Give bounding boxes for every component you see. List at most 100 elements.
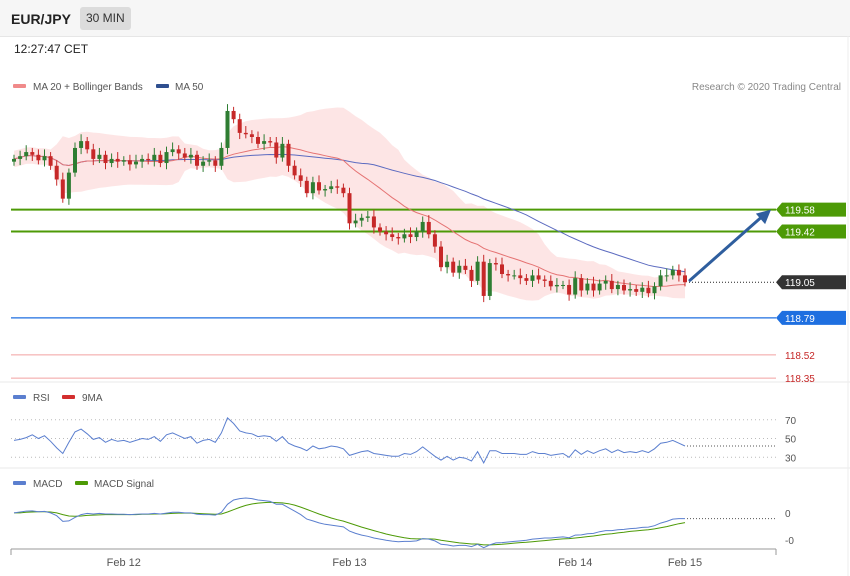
candle-body	[609, 280, 614, 290]
candle-body	[603, 280, 608, 284]
candle	[310, 176, 315, 200]
candle	[323, 184, 328, 197]
candle-body	[359, 217, 364, 221]
rsi-legend-swatch	[13, 395, 26, 399]
candle	[451, 257, 456, 277]
candle-body	[109, 158, 114, 164]
candle-body	[146, 158, 151, 161]
candle-body	[683, 275, 687, 283]
candle	[195, 150, 199, 170]
candle-body	[402, 234, 407, 239]
candle	[103, 150, 108, 170]
candle	[658, 269, 663, 291]
candle-body	[378, 227, 382, 232]
support-3-label: 118.35	[785, 374, 815, 385]
candle-body	[182, 153, 187, 158]
candle-body	[408, 234, 413, 238]
candle-body	[542, 279, 547, 281]
candle-body	[664, 275, 669, 277]
candle-body	[152, 154, 157, 161]
macd-signal-legend-swatch	[75, 481, 88, 485]
candle-body	[573, 278, 578, 295]
candle	[280, 136, 285, 162]
rsi-level-label: 30	[785, 453, 797, 464]
candle	[676, 264, 681, 282]
candle-body	[79, 141, 84, 148]
candle	[188, 147, 193, 164]
candle-body	[298, 175, 303, 181]
macd-signal-legend-label: MACD Signal	[94, 479, 154, 490]
candle	[207, 153, 212, 166]
rsi-panel: 70 50 30	[11, 416, 797, 464]
resistance-1-tag	[776, 224, 846, 239]
candle-body	[85, 141, 90, 150]
candle	[18, 150, 23, 166]
candle	[597, 279, 602, 295]
candle	[237, 113, 242, 140]
candle	[542, 275, 547, 288]
x-tick-label: Feb 13	[332, 557, 366, 569]
candle	[85, 136, 90, 154]
candle-body	[365, 216, 370, 218]
candle-body	[231, 110, 236, 120]
candle-body	[652, 286, 657, 294]
candle-body	[469, 269, 474, 281]
candle	[475, 256, 480, 285]
candle-body	[451, 261, 456, 273]
candle	[91, 143, 96, 166]
candle	[268, 136, 273, 147]
candle	[445, 254, 450, 274]
candle-body	[268, 141, 273, 143]
candle	[487, 258, 492, 301]
candle	[249, 130, 254, 144]
candle-body	[12, 158, 16, 162]
candle	[231, 106, 236, 124]
candle	[414, 227, 419, 242]
candle-body	[164, 152, 169, 164]
candle-body	[310, 182, 315, 194]
candle	[585, 278, 590, 295]
candle	[335, 179, 340, 194]
candle-body	[207, 160, 212, 162]
candle-body	[201, 161, 206, 166]
candle-body	[414, 231, 419, 238]
candle-body	[658, 275, 663, 287]
candle	[152, 147, 157, 167]
candle-body	[426, 221, 431, 235]
candle-body	[463, 265, 468, 270]
candle-body	[286, 143, 291, 166]
candle	[286, 139, 291, 172]
candle-body	[176, 149, 181, 154]
candle	[219, 142, 224, 170]
candle	[664, 268, 669, 282]
candle	[365, 210, 370, 222]
forecast-arrow-shaft	[688, 215, 764, 282]
candle-body	[536, 275, 541, 280]
candle	[359, 213, 364, 227]
credit-label: Research © 2020 Trading Central	[692, 82, 841, 93]
rsi-legend: RSI 9MA	[13, 393, 103, 404]
candle-body	[518, 275, 523, 279]
candle-body	[140, 158, 145, 162]
candle	[66, 168, 71, 205]
main-legend: MA 20 + Bollinger Bands MA 50 Research ©…	[13, 82, 841, 93]
candle	[469, 265, 474, 288]
level-lines	[11, 208, 776, 379]
candle	[371, 209, 376, 234]
candle-body	[622, 284, 626, 291]
candle-body	[561, 284, 565, 286]
x-tick-label: Feb 14	[558, 557, 592, 569]
candle-body	[524, 278, 529, 281]
candle-body	[97, 154, 102, 159]
support-2-label: 118.52	[785, 351, 815, 362]
candle	[457, 260, 462, 279]
candle	[390, 227, 395, 242]
candle-body	[457, 265, 462, 273]
candle	[506, 269, 511, 282]
candle	[530, 269, 535, 288]
rsi-level-label: 70	[785, 416, 797, 427]
timeframe-button[interactable]: 30 MIN	[80, 7, 131, 30]
candle	[573, 271, 578, 299]
candle-body	[134, 161, 138, 165]
